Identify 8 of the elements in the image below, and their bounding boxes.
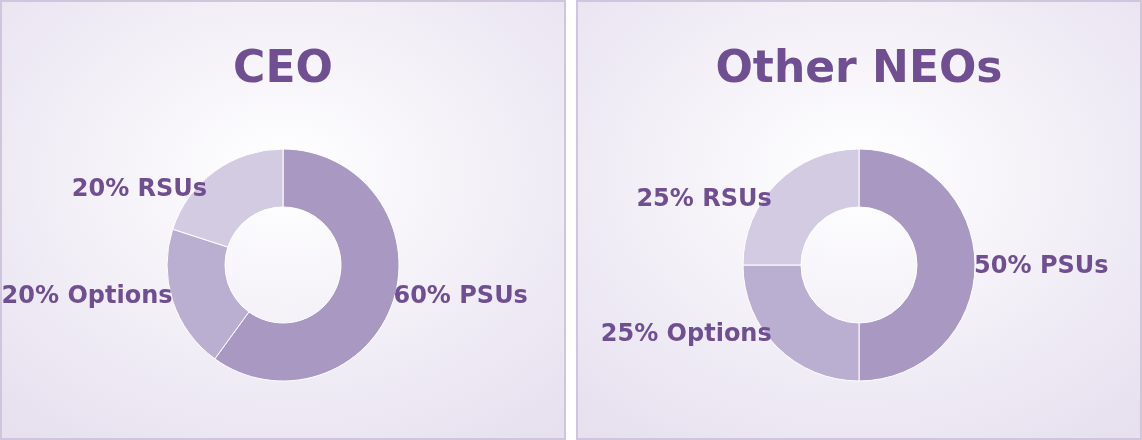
slice-label: 60% PSUs xyxy=(393,280,528,309)
slice-label: 25% Options xyxy=(600,318,772,347)
slice-label: 25% RSUs xyxy=(636,184,772,213)
slice-label: 50% PSUs xyxy=(974,251,1109,280)
slice-label: 20% Options xyxy=(1,280,173,309)
chart-title: Other NEOs xyxy=(715,41,1003,92)
slice-label: 20% RSUs xyxy=(71,174,208,203)
chart-title: CEO xyxy=(233,41,333,92)
